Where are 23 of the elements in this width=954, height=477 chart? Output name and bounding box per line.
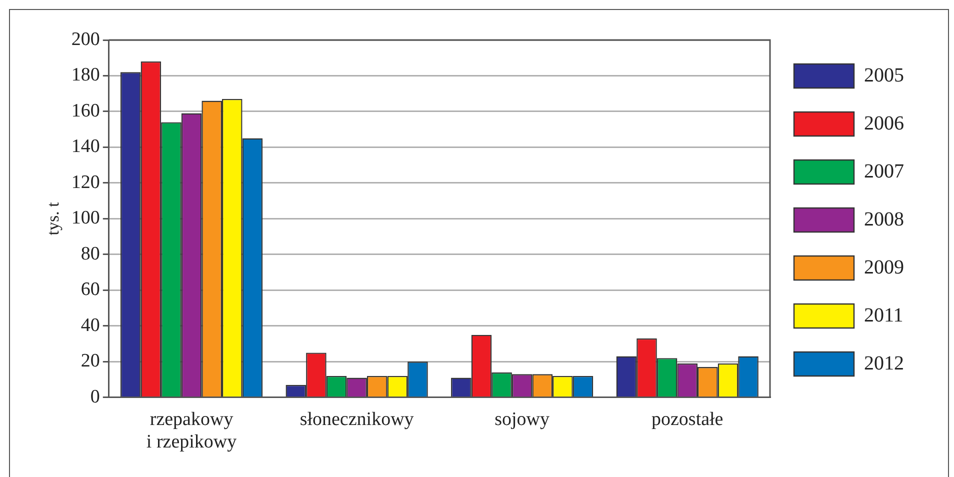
y-axis-title: tys. t <box>44 202 63 236</box>
y-tick-label: 200 <box>71 28 100 50</box>
x-tick-label: rzepakowy i rzepikowy <box>146 408 238 453</box>
y-tick-label: 0 <box>90 386 100 408</box>
legend-label: 2008 <box>864 208 904 230</box>
y-tick-label: 120 <box>71 172 100 193</box>
y-tick-label: 80 <box>80 243 100 264</box>
x-tick-label: pozostałe <box>651 408 724 430</box>
y-tick-label: 180 <box>71 64 100 86</box>
y-tick-label: 40 <box>80 314 100 336</box>
legend-label: 2005 <box>864 64 904 86</box>
y-tick-label: 60 <box>80 279 100 300</box>
y-tick-label: 160 <box>71 100 100 122</box>
y-tick-label: 140 <box>71 136 100 158</box>
y-tick-label: 100 <box>71 208 100 229</box>
legend-label: 2011 <box>864 304 904 326</box>
y-tick-label: 20 <box>80 350 100 372</box>
x-tick-label: sojowy <box>494 408 550 430</box>
legend-label: 2012 <box>864 352 904 374</box>
legend-label: 2009 <box>864 256 904 278</box>
x-tick-label: słonecznikowy <box>300 408 414 430</box>
legend-label: 2006 <box>864 112 904 134</box>
legend-label: 2007 <box>864 160 904 182</box>
